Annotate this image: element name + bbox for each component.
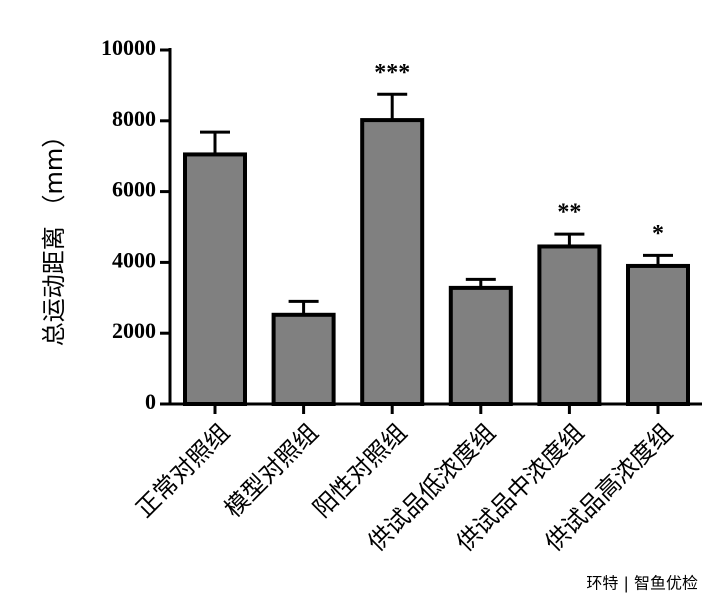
bar: [537, 244, 602, 406]
y-tick-label: 4000: [112, 247, 156, 272]
bar: [626, 263, 690, 406]
y-tick-label: 6000: [112, 177, 156, 202]
y-tick-label: 0: [145, 389, 156, 414]
bar: [448, 285, 513, 406]
bar: [183, 152, 247, 406]
y-axis-label: 总运动距离 （mm）: [40, 124, 68, 346]
bar: [360, 118, 425, 406]
significance: ***: [374, 60, 410, 86]
bar: [271, 312, 336, 406]
significance: *: [652, 221, 664, 247]
y-tick-label: 10000: [101, 35, 156, 60]
significance: **: [557, 200, 581, 226]
y-tick-label: 2000: [112, 318, 156, 343]
y-tick-label: 8000: [112, 106, 156, 131]
watermark: 环特 | 智鱼优检: [586, 574, 698, 593]
